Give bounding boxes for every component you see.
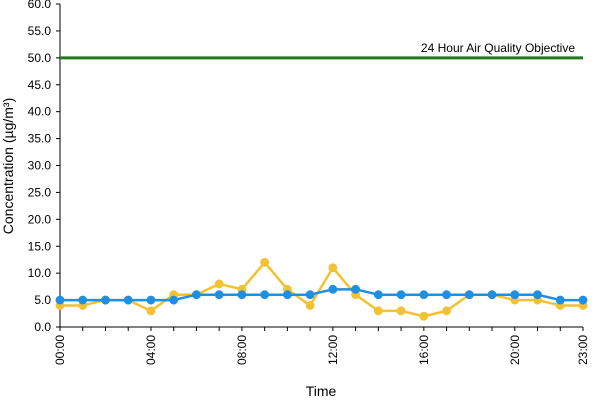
series-2-point xyxy=(123,295,133,305)
axes: 0.0 5.0 10.0 15.0 20.0 25.0 30.0 35.0 40.0 45.0 50… xyxy=(28,0,590,365)
series-2-point xyxy=(55,295,65,305)
series-1-point xyxy=(305,301,315,310)
x-tick-label: 00:00 xyxy=(53,335,67,365)
series-1-point xyxy=(260,257,270,267)
threshold-label: 24 Hour Air Quality Objective xyxy=(421,41,575,55)
series-2-point xyxy=(214,290,224,300)
threshold-group: 24 Hour Air Quality Objective xyxy=(60,41,583,60)
y-tick-label: 25.0 xyxy=(28,185,52,199)
series-1-point xyxy=(396,306,406,316)
x-tick-label: 20:00 xyxy=(508,335,522,365)
series-2-point xyxy=(305,290,315,300)
series-2-point xyxy=(533,290,542,300)
series-2-point xyxy=(510,290,520,300)
series-2-point xyxy=(282,290,292,300)
x-axis-title: Time xyxy=(306,383,337,399)
y-tick-label: 30.0 xyxy=(28,159,52,173)
y-tick-label: 60.0 xyxy=(28,0,52,11)
series-2-point xyxy=(351,284,361,294)
y-tick-label: 0.0 xyxy=(34,320,51,334)
series-1-point xyxy=(146,306,156,316)
series-1-point xyxy=(373,306,383,316)
series-2-point xyxy=(442,290,452,300)
series-2-point xyxy=(555,295,565,305)
y-tick-label: 50.0 xyxy=(28,51,52,65)
series-line-1 xyxy=(60,261,583,318)
series-2-point xyxy=(237,290,247,300)
series-2-point xyxy=(146,295,156,305)
series-1-point xyxy=(214,279,224,289)
x-tick-label: 08:00 xyxy=(235,335,249,365)
series-2-point xyxy=(101,295,110,305)
x-tick-label: 12:00 xyxy=(326,335,340,365)
series-2-point xyxy=(328,284,338,294)
series-group xyxy=(55,257,588,321)
y-tick-label: 20.0 xyxy=(28,212,52,226)
y-tick-label: 15.0 xyxy=(28,239,52,253)
x-tick-label: 23:00 xyxy=(576,335,590,365)
series-2-point xyxy=(191,290,201,300)
y-tick-label: 40.0 xyxy=(28,105,52,119)
series-2-point xyxy=(464,290,474,300)
series-2-point xyxy=(260,290,270,300)
series-1-point xyxy=(419,311,429,321)
series-1-point xyxy=(442,306,452,316)
series-1-point xyxy=(328,263,338,273)
series-2-point xyxy=(487,290,497,300)
series-2-point xyxy=(373,290,383,300)
series-2-point xyxy=(419,290,429,300)
x-tick-label: 04:00 xyxy=(144,335,158,365)
y-tick-label: 10.0 xyxy=(28,266,52,280)
y-tick-label: 35.0 xyxy=(28,132,52,146)
series-2-point xyxy=(78,295,88,305)
x-tick-label: 16:00 xyxy=(417,335,431,365)
series-2-point xyxy=(169,295,179,305)
y-tick-label: 45.0 xyxy=(28,78,52,92)
y-axis-title: Concentration (µg/m³) xyxy=(0,98,16,234)
series-2-point xyxy=(396,290,406,300)
series-2-point xyxy=(578,295,588,305)
y-tick-label: 55.0 xyxy=(28,24,52,38)
y-tick-label: 5.0 xyxy=(34,293,51,307)
